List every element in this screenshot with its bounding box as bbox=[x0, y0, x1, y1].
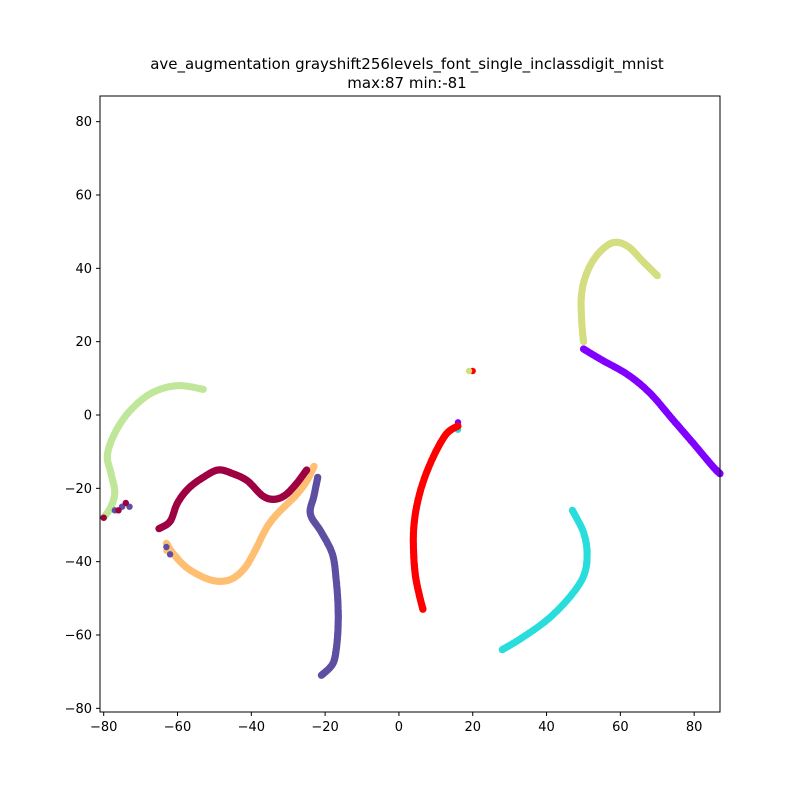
plot-frame bbox=[99, 95, 721, 713]
x-tick-label: −60 bbox=[164, 720, 191, 735]
x-tick-label: 0 bbox=[395, 720, 403, 735]
chart-subtitle: max:87 min:-81 bbox=[347, 74, 466, 92]
series-1 bbox=[454, 426, 591, 654]
axis-layer: −80 −60 −40 −20 0 20 40 60 80 −80 −60 −40 −20 0 20 40 60… bbox=[65, 115, 703, 735]
x-tick-label: −20 bbox=[311, 720, 338, 735]
y-tick-label: −20 bbox=[65, 482, 92, 497]
y-tick-label: 40 bbox=[75, 262, 92, 277]
y-tick-label: −80 bbox=[65, 702, 92, 717]
data-point bbox=[419, 605, 427, 613]
data-point bbox=[568, 506, 577, 514]
series-3 bbox=[465, 238, 661, 375]
chart-title: ave_augmentation grayshift256levels_font… bbox=[150, 55, 664, 74]
series-7 bbox=[100, 466, 311, 533]
data-point bbox=[310, 462, 318, 470]
y-tick-label: 0 bbox=[84, 409, 92, 424]
data-point bbox=[163, 543, 170, 551]
data-point bbox=[303, 466, 311, 474]
data-point bbox=[653, 272, 661, 280]
data-point bbox=[100, 514, 107, 521]
y-tick-label: −40 bbox=[65, 555, 92, 570]
y-tick-label: 20 bbox=[75, 335, 92, 350]
series-layer bbox=[100, 238, 724, 679]
x-tick-label: 40 bbox=[538, 720, 555, 735]
data-point bbox=[166, 551, 174, 558]
series-4 bbox=[100, 382, 207, 522]
x-tick-label: −40 bbox=[238, 720, 265, 735]
series-2 bbox=[409, 367, 476, 613]
x-tick-label: 80 bbox=[686, 720, 703, 735]
y-tick-label: 80 bbox=[75, 115, 92, 130]
series-6 bbox=[111, 473, 342, 679]
x-tick-label: −80 bbox=[90, 720, 117, 735]
data-point bbox=[122, 499, 129, 507]
series-0 bbox=[454, 345, 724, 478]
data-point bbox=[465, 367, 473, 375]
x-tick-label: 20 bbox=[464, 720, 481, 735]
data-point bbox=[317, 671, 325, 679]
y-tick-label: −60 bbox=[65, 629, 92, 644]
x-tick-label: 60 bbox=[612, 720, 629, 735]
y-tick-label: 60 bbox=[75, 189, 92, 204]
data-point bbox=[115, 507, 122, 514]
